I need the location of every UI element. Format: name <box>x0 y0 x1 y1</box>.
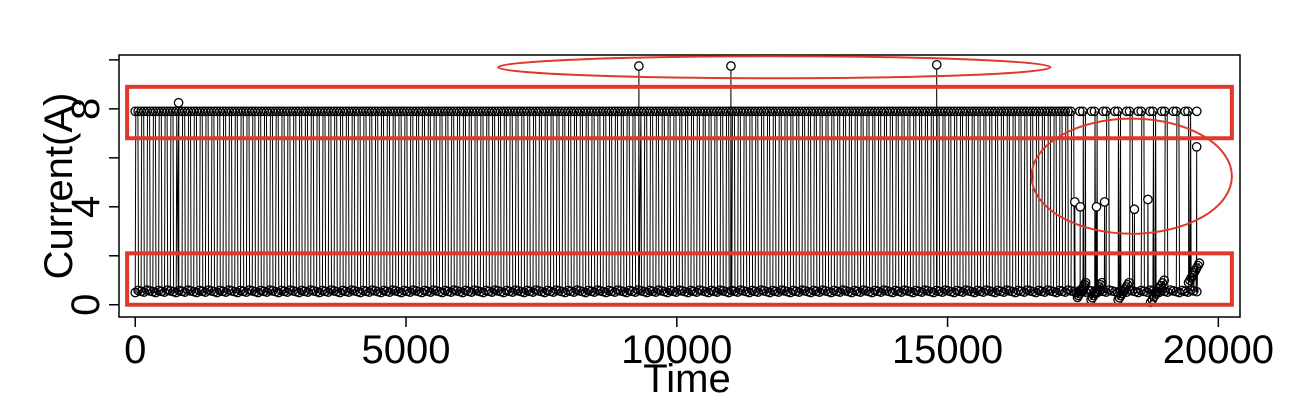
y-tick-label: 8 <box>64 98 108 120</box>
high-marker <box>1156 106 1167 117</box>
anomaly-marker <box>1099 197 1110 207</box>
rising-marker <box>1185 275 1195 286</box>
x-tick-label: 20000 <box>1163 328 1274 372</box>
spike-marker <box>634 61 644 71</box>
annotation-ellipse <box>497 55 1052 80</box>
rising-marker <box>1124 277 1134 288</box>
high-marker <box>1063 106 1073 117</box>
x-tick-label: 10000 <box>621 328 732 372</box>
high-marker <box>1110 106 1120 117</box>
high-marker <box>1168 106 1179 117</box>
x-axis-title: Time <box>643 357 730 401</box>
spike-marker <box>726 61 736 71</box>
rising-marker <box>1149 291 1159 302</box>
plot-frame <box>118 54 1241 318</box>
tick-labels: 0 5000 10000 15000 20000 0 4 8 <box>64 98 1274 372</box>
high-marker <box>1098 106 1109 117</box>
annotation-rectangle <box>125 84 1234 141</box>
rising-marker <box>1152 286 1163 297</box>
y-axis-title: Current(A) <box>37 93 81 280</box>
anomaly-marker <box>1143 194 1153 205</box>
rising-marker <box>1154 283 1164 294</box>
high-marker <box>1121 106 1132 117</box>
rising-marker <box>1191 263 1202 273</box>
high-marker <box>1133 106 1144 117</box>
x-tick-label: 5000 <box>362 328 451 372</box>
annotation-rectangle <box>125 251 1234 307</box>
high-marker <box>1074 106 1085 117</box>
anomaly-marker <box>1191 141 1202 152</box>
x-tick-label: 15000 <box>892 328 1003 372</box>
rising-marker <box>1095 280 1106 290</box>
anomaly-marker <box>1075 201 1086 212</box>
high-marker <box>1145 106 1155 117</box>
axis-ticks <box>109 59 1220 327</box>
annotation-shapes <box>125 55 1234 307</box>
rising-marker <box>1079 279 1090 290</box>
high-marker <box>1191 106 1202 117</box>
high-marker <box>1180 106 1190 117</box>
rising-marker <box>1155 280 1166 291</box>
rising-marker <box>1183 277 1194 288</box>
series-lines <box>134 64 1200 304</box>
anomaly-marker <box>1091 201 1102 212</box>
rising-marker <box>1159 275 1170 286</box>
spike-marker <box>931 59 942 70</box>
data-markers <box>130 59 1205 308</box>
anomaly-marker <box>1129 204 1140 215</box>
low-marker <box>1191 286 1202 297</box>
rising-marker <box>1097 277 1107 288</box>
rising-marker <box>1157 278 1168 288</box>
rising-marker <box>1187 270 1198 281</box>
rising-marker <box>1122 280 1133 290</box>
x-tick-label: 0 <box>124 328 146 372</box>
rising-marker <box>1189 268 1199 278</box>
rising-marker <box>1190 265 1201 276</box>
spike-marker <box>173 97 184 108</box>
rising-marker <box>1193 260 1203 271</box>
high-marker <box>1060 106 1071 117</box>
rising-marker <box>1186 272 1197 283</box>
rising-marker <box>1150 289 1161 299</box>
series-line <box>134 64 1200 304</box>
rising-marker <box>1194 258 1205 268</box>
high-marker <box>1086 106 1097 117</box>
annotation-ellipse <box>1030 117 1233 235</box>
y-tick-label: 0 <box>64 294 108 316</box>
y-tick-label: 4 <box>64 196 108 218</box>
rising-marker <box>1080 277 1091 288</box>
